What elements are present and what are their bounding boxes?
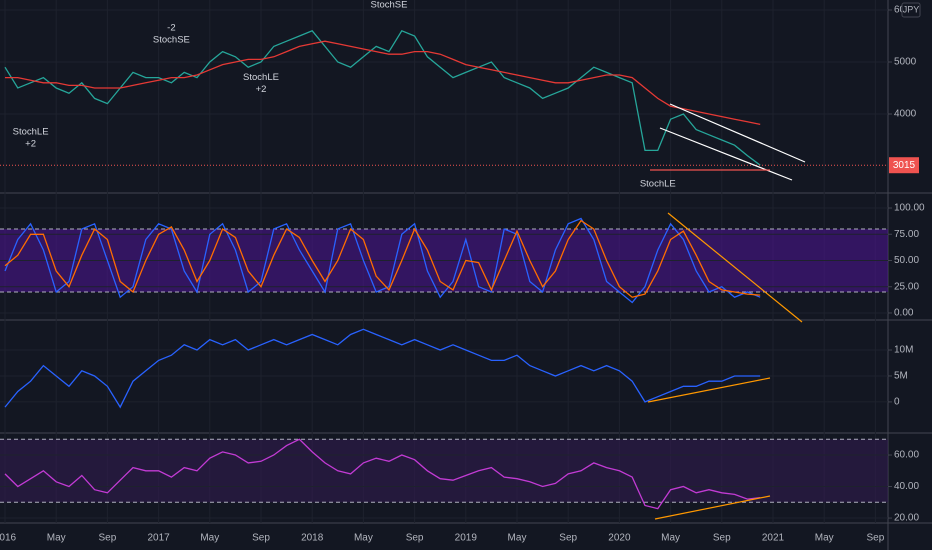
series-line [4, 29, 761, 166]
series-line [4, 438, 761, 510]
x-tick-label: Sep [252, 533, 270, 544]
y-tick-label: 25.00 [894, 281, 919, 292]
channel-line [669, 103, 806, 163]
currency-label: JPY [903, 4, 920, 14]
band-fill [0, 439, 888, 503]
y-tick-label: 0.00 [894, 308, 914, 319]
y-tick-label: 60.00 [894, 450, 919, 461]
signal-label: +2 [256, 84, 267, 95]
x-tick-label: Sep [867, 533, 885, 544]
trend-line [647, 377, 771, 403]
signal-label: StochLE [13, 127, 49, 138]
x-tick-label: 2019 [455, 533, 478, 544]
x-tick-label: 2021 [762, 533, 785, 544]
trend-lines [647, 103, 806, 520]
y-tick-label: 100.00 [894, 203, 925, 214]
signal-label: StochLE [640, 179, 676, 190]
y-tick-label: 5M [894, 371, 908, 382]
series-line [4, 219, 761, 298]
x-tick-label: 2017 [147, 533, 170, 544]
last-price-label: 3015 [893, 160, 916, 171]
x-tick-label: Sep [406, 533, 424, 544]
currency-badge [901, 2, 921, 18]
signal-label: StochSE [153, 35, 190, 46]
x-tick-label: May [47, 533, 66, 544]
channel-line [659, 127, 793, 181]
x-tick-label: May [354, 533, 373, 544]
x-tick-label: May [661, 533, 680, 544]
y-tick-label: 4000 [894, 109, 917, 120]
y-tick-label: 20.00 [894, 513, 919, 524]
series-line [5, 40, 761, 126]
series-line [4, 217, 761, 304]
signal-label: StochLE [243, 72, 279, 83]
x-tick-label: 2016 [0, 533, 17, 544]
y-tick-label: 40.00 [894, 481, 919, 492]
x-tick-label: May [815, 533, 834, 544]
signal-label: -2 [167, 23, 175, 34]
signal-label: StochSE [371, 0, 408, 10]
y-tick-label: 5000 [894, 57, 917, 68]
x-tick-label: Sep [713, 533, 731, 544]
y-tick-label: 50.00 [894, 255, 919, 266]
x-tick-label: May [200, 533, 219, 544]
y-tick-label: 10M [894, 345, 913, 356]
series-line [4, 328, 761, 409]
y-tick-label: 0 [894, 397, 900, 408]
last-price-badge [889, 157, 919, 174]
x-tick-label: Sep [99, 533, 117, 544]
signal-label: +2 [25, 139, 36, 150]
trend-line [667, 212, 803, 323]
y-tick-label: 75.00 [894, 229, 919, 240]
x-tick-label: 2020 [608, 533, 631, 544]
trend-line [654, 495, 771, 520]
x-tick-label: 2018 [301, 533, 324, 544]
x-tick-label: Sep [559, 533, 577, 544]
x-tick-label: May [508, 533, 527, 544]
